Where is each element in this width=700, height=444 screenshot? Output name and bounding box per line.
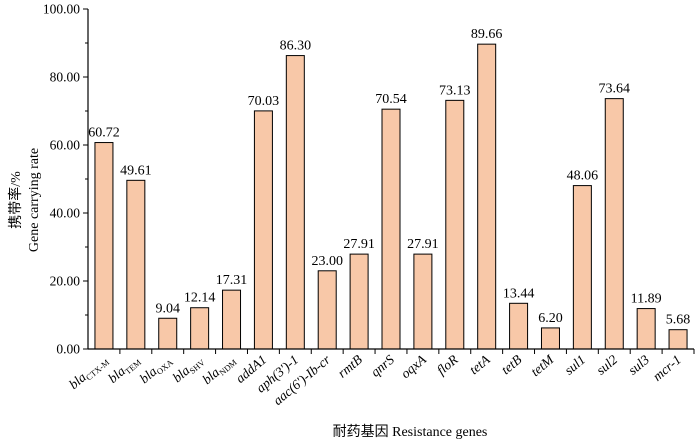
data-label: 73.13 bbox=[439, 83, 471, 98]
x-tick-label: tetB bbox=[498, 352, 524, 377]
bar bbox=[94, 142, 114, 350]
x-tick-label: oqxA bbox=[398, 351, 429, 381]
bar bbox=[604, 98, 624, 350]
bar bbox=[222, 289, 242, 350]
y-tick-label: 80.00 bbox=[50, 70, 81, 85]
bar bbox=[253, 110, 273, 350]
y-axis: 0.00 20.00 40.00 60.00 80.00 100.00 bbox=[43, 2, 89, 357]
x-tick-label: blaCTX-M bbox=[66, 352, 111, 394]
data-label: 5.68 bbox=[666, 313, 691, 328]
data-label: 27.91 bbox=[407, 237, 439, 252]
x-tick-label: qnrS bbox=[368, 352, 397, 380]
y-tick-label: 100.00 bbox=[43, 2, 80, 17]
data-label: 86.30 bbox=[280, 39, 312, 54]
bar bbox=[477, 43, 497, 350]
bar bbox=[636, 308, 656, 350]
bar bbox=[158, 317, 178, 350]
bar bbox=[349, 253, 369, 350]
data-label: 11.89 bbox=[631, 292, 662, 307]
bar bbox=[285, 55, 305, 350]
data-label: 9.04 bbox=[155, 301, 180, 316]
y-axis-title-en: Gene carrying rate bbox=[27, 148, 42, 252]
x-tick-label: blaSHV bbox=[170, 351, 208, 387]
data-label: 49.61 bbox=[120, 163, 152, 178]
data-label: 89.66 bbox=[471, 27, 503, 42]
x-tick-label: blaTEM bbox=[105, 352, 143, 388]
x-tick-label: blaOXA bbox=[137, 351, 176, 388]
data-label: 60.72 bbox=[88, 126, 120, 141]
bar bbox=[540, 327, 560, 350]
data-label: 6.20 bbox=[538, 311, 563, 326]
x-axis: blaCTX-MblaTEMblaOXAblaSHVblaNDMaddA1aph… bbox=[66, 348, 695, 408]
data-label: 13.44 bbox=[503, 286, 535, 301]
data-label: 70.03 bbox=[248, 94, 280, 109]
y-axis-title-cn: 携带率/% bbox=[7, 171, 24, 229]
data-label: 48.06 bbox=[567, 169, 599, 184]
x-tick-label: sul3 bbox=[625, 352, 652, 378]
y-tick-label: 0.00 bbox=[56, 342, 80, 357]
x-tick-label: floR bbox=[434, 351, 461, 377]
y-tick-label: 20.00 bbox=[50, 274, 81, 289]
x-tick-label: mcr-1 bbox=[650, 352, 684, 384]
bar bbox=[572, 185, 592, 350]
data-label: 27.91 bbox=[343, 237, 375, 252]
data-label: 17.31 bbox=[216, 273, 248, 288]
y-tick-label: 40.00 bbox=[50, 206, 81, 221]
y-tick-label: 60.00 bbox=[50, 138, 81, 153]
bar bbox=[381, 108, 401, 350]
bar bbox=[126, 179, 146, 350]
data-label: 23.00 bbox=[311, 254, 343, 269]
data-label: 12.14 bbox=[184, 291, 216, 306]
bar bbox=[509, 302, 529, 350]
x-tick-label: tetM bbox=[528, 351, 557, 379]
data-label: 70.54 bbox=[375, 92, 407, 107]
bar bbox=[317, 270, 337, 350]
x-tick-label: tetA bbox=[466, 351, 493, 377]
x-tick-label: sul1 bbox=[561, 352, 588, 378]
x-axis-title: 耐药基因 Resistance genes bbox=[333, 423, 488, 440]
bar bbox=[445, 99, 465, 350]
data-label: 73.64 bbox=[599, 82, 631, 97]
x-tick-label: blaNDM bbox=[199, 352, 239, 389]
x-tick-label: sul2 bbox=[593, 352, 620, 378]
bar bbox=[413, 253, 433, 350]
bar bbox=[668, 329, 688, 350]
bar bbox=[190, 307, 210, 350]
data-labels-group: 60.7249.619.0412.1417.3170.0386.3023.002… bbox=[88, 27, 690, 328]
x-tick-label: rmtB bbox=[335, 352, 365, 381]
